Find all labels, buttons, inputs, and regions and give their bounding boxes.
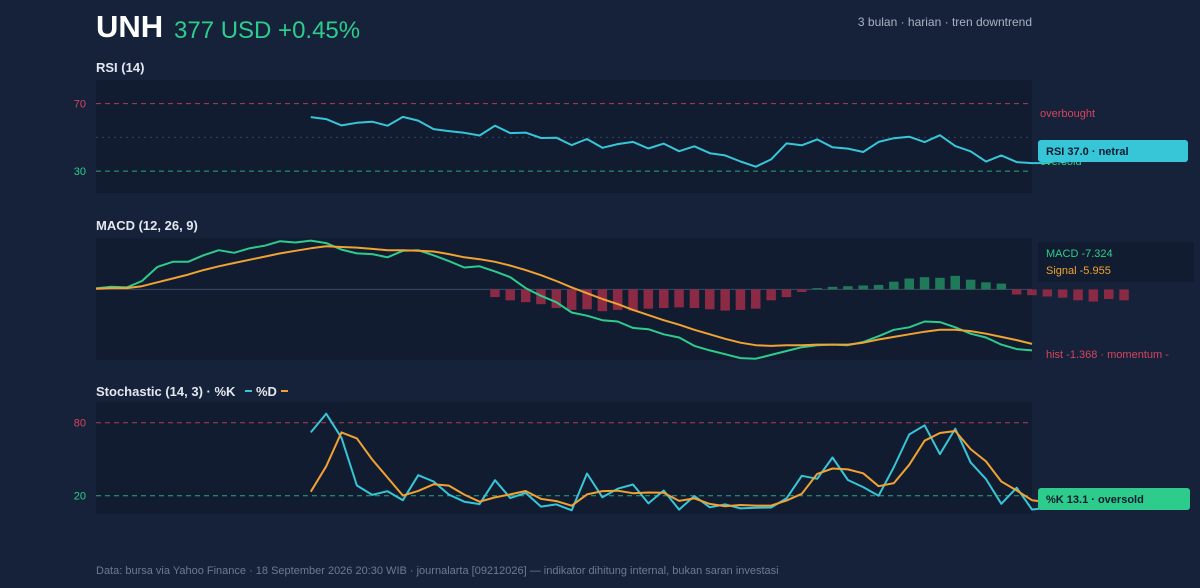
macd-hist-bar — [674, 289, 684, 308]
rsi-title: RSI (14) — [96, 60, 144, 75]
stoch-title: Stochastic (14, 3) · %K — [96, 384, 236, 399]
macd-hist-bar — [505, 289, 515, 301]
macd-hist-bar — [935, 277, 945, 290]
rsi-badge-text: RSI 37.0 · netral — [1046, 146, 1129, 158]
rsi-line — [310, 115, 1063, 168]
macd-title: MACD (12, 26, 9) — [96, 218, 198, 233]
macd-hist-bar — [659, 289, 669, 308]
stoch-badge-text: %K 13.1 · oversold — [1046, 494, 1144, 506]
rsi-overbought-label: overbought — [1040, 108, 1095, 120]
macd-hist-bar — [812, 288, 822, 290]
signal-value-label: Signal -5.955 — [1046, 265, 1111, 277]
macd-hist-bar — [597, 289, 608, 312]
macd-hist-bar — [797, 289, 807, 292]
macd-hist-bar — [689, 289, 700, 308]
macd-hist-bar — [904, 278, 914, 290]
macd-hist-bar — [1027, 289, 1037, 296]
stoch-legend-d: %D — [256, 384, 277, 399]
macd-hist-bar — [1073, 289, 1083, 301]
footer-source: Data: bursa via Yahoo Finance · 18 Septe… — [96, 565, 779, 577]
macd-hist-bar — [751, 289, 761, 309]
macd-hist-bar — [873, 284, 884, 290]
rsi-tick-label: 70 — [74, 99, 86, 111]
macd-hist-bar — [766, 289, 776, 301]
stoch-tick-label: 20 — [74, 491, 86, 503]
macd-hist-bar — [490, 289, 500, 298]
macd-line — [95, 239, 1033, 360]
macd-hist-bar — [919, 277, 930, 290]
rsi-tick-label: 30 — [74, 166, 86, 178]
macd-hist-bar — [827, 286, 838, 290]
stoch-panel — [96, 402, 1032, 514]
macd-hist-bar — [566, 289, 577, 310]
stoch-d-line — [309, 430, 1079, 510]
macd-value-label: MACD -7.324 — [1046, 248, 1113, 260]
macd-hist-bar — [1119, 289, 1129, 301]
macd-panel — [96, 238, 1032, 360]
macd-hist-bar — [1011, 289, 1022, 295]
macd-hist-bar — [889, 281, 899, 290]
rsi-value-badge — [1038, 140, 1188, 162]
price-change: 377 USD +0.45% — [174, 17, 360, 44]
stoch-value-badge — [1038, 488, 1190, 510]
macd-hist-bar — [628, 289, 638, 311]
macd-hist-bar — [582, 289, 592, 310]
macd-hist-bar — [735, 289, 746, 310]
timeframe-subtitle: 3 bulan · harian · tren downtrend — [858, 15, 1032, 29]
macd-hist-bar — [781, 289, 792, 298]
stoch-k-line — [310, 412, 1079, 512]
rsi-panel — [96, 80, 1032, 193]
macd-hist-bar — [843, 286, 853, 290]
macd-hist-bar — [965, 279, 976, 290]
ticker-symbol: UNH — [96, 9, 163, 44]
macd-hist-bar — [1057, 289, 1068, 298]
stoch-tick-label: 80 — [74, 418, 86, 430]
macd-hist-bar — [1104, 289, 1114, 299]
macd-hist-bar — [1088, 289, 1099, 302]
macd-hist-bar — [996, 283, 1007, 290]
macd-hist-bar — [612, 289, 623, 310]
macd-hist-bar — [1042, 289, 1053, 297]
macd-hist-bar — [950, 275, 960, 290]
macd-hist-bar — [520, 289, 531, 303]
macd-hist-bar — [858, 285, 868, 290]
macd-hist-bar — [720, 289, 730, 311]
macd-hist-bar — [705, 289, 715, 310]
macd-hist-bar — [981, 282, 991, 290]
signal-line — [95, 245, 1033, 347]
macd-hist-bar — [643, 289, 654, 309]
hist-value-label: hist -1.368 · momentum - — [1046, 349, 1169, 361]
macd-legend-box — [1038, 242, 1194, 282]
macd-hist-bar — [551, 289, 562, 308]
